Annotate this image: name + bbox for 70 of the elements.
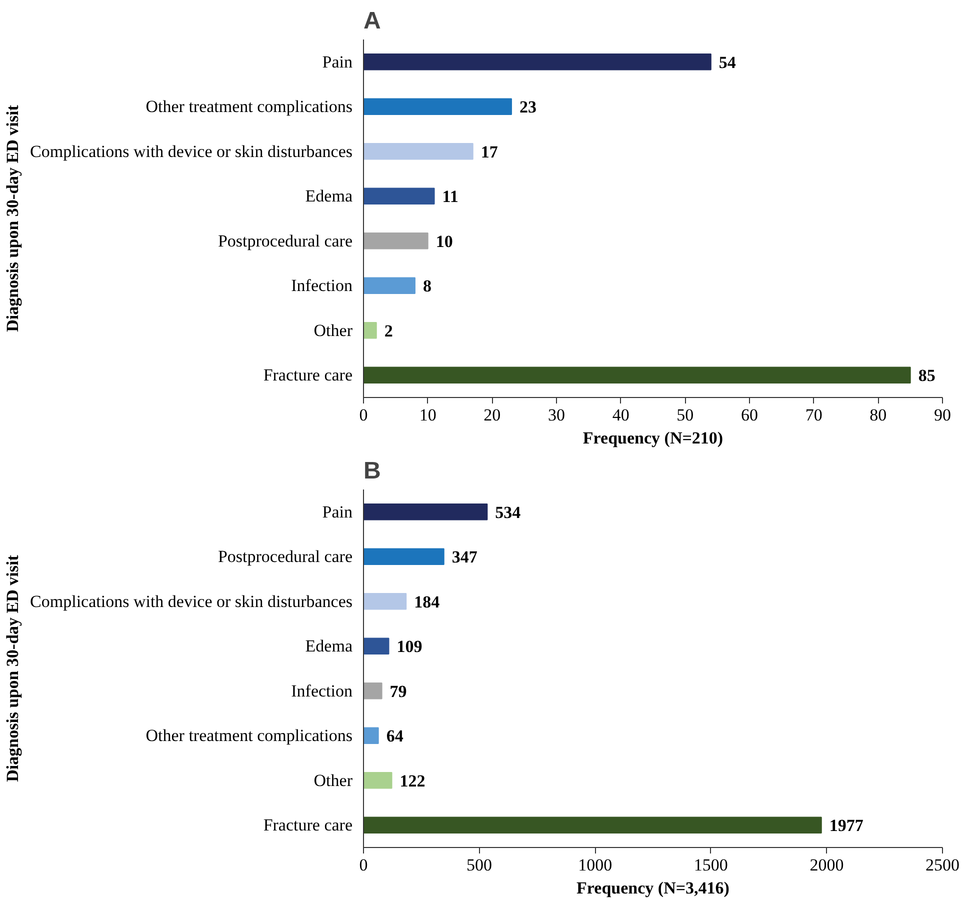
x-tick-label: 90 (934, 406, 951, 424)
y-tick-label: Edema (305, 186, 353, 206)
y-tick-label: Other (314, 320, 353, 340)
y-tick-label: Pain (322, 502, 353, 522)
x-tick-label: 2500 (926, 856, 960, 874)
data-label: 64 (386, 726, 404, 746)
data-label: 10 (436, 232, 453, 251)
data-label: 17 (480, 142, 498, 162)
bar (364, 322, 377, 339)
x-tick-label: 80 (870, 406, 887, 424)
y-axis-title: Diagnosis upon 30-day ED visit (3, 554, 22, 782)
y-tick-label: Fracture care (263, 366, 353, 385)
x-tick-label: 0 (359, 856, 368, 874)
data-label: 2 (384, 321, 393, 340)
data-label: 85 (918, 366, 936, 386)
x-tick-label: 500 (466, 856, 492, 874)
x-tick-label: 20 (484, 406, 501, 424)
bar (364, 816, 822, 834)
y-tick-label: Infection (291, 276, 353, 296)
y-tick-label: Other treatment complications (146, 726, 352, 746)
y-tick-label: Postprocedural care (218, 547, 353, 566)
x-axis-title: Frequency (N=3,416) (576, 878, 730, 898)
x-tick-label: 70 (805, 406, 822, 424)
bar (364, 98, 512, 115)
bar (364, 638, 390, 654)
bar (364, 366, 911, 384)
data-label: 54 (718, 52, 736, 72)
bar (364, 504, 488, 520)
y-tick-label: Other (314, 770, 353, 790)
data-label: 534 (495, 502, 522, 522)
text: A (364, 8, 381, 34)
x-tick-label: 10 (419, 406, 436, 424)
x-tick-label: 1500 (694, 856, 728, 874)
bar (364, 54, 712, 70)
x-tick-label: 40 (612, 406, 630, 424)
data-label: 347 (452, 548, 478, 567)
data-label: 23 (519, 98, 536, 117)
y-tick-label: Pain (322, 52, 353, 72)
y-tick-label: Complications with device or skin disturbances (30, 592, 352, 611)
data-label: 184 (414, 592, 440, 612)
bar (364, 232, 428, 250)
bar (364, 593, 407, 610)
data-label: 109 (396, 637, 422, 656)
y-axis-title: Diagnosis upon 30-day ED visit (3, 104, 22, 332)
data-label: 1977 (829, 816, 864, 836)
data-label: 8 (422, 276, 432, 296)
x-tick-label: 30 (548, 406, 565, 424)
y-tick-label: Other treatment complications (146, 97, 352, 116)
x-axis-title: Frequency (N=210) (582, 428, 724, 448)
y-tick-label: Edema (305, 636, 353, 656)
x-tick-label: 60 (741, 406, 758, 424)
data-label: 11 (442, 187, 458, 206)
y-tick-label: Infection (291, 681, 353, 700)
x-tick-label: 2000 (810, 856, 844, 874)
bar (364, 548, 444, 565)
y-tick-label: Fracture care (263, 816, 353, 835)
bar (364, 682, 382, 700)
y-tick-label: Complications with device or skin disturbances (30, 142, 352, 161)
y-tick-label: Postprocedural care (218, 231, 353, 250)
bar (364, 188, 435, 204)
bar (364, 772, 392, 789)
data-label: 79 (390, 682, 407, 701)
x-tick-label: 1000 (578, 856, 612, 874)
bar (364, 143, 474, 160)
data-label: 122 (400, 771, 426, 790)
bar (364, 277, 416, 294)
text: B (364, 458, 381, 484)
x-tick-label: 0 (359, 406, 368, 424)
x-tick-label: 50 (676, 406, 694, 424)
bar (364, 727, 379, 744)
